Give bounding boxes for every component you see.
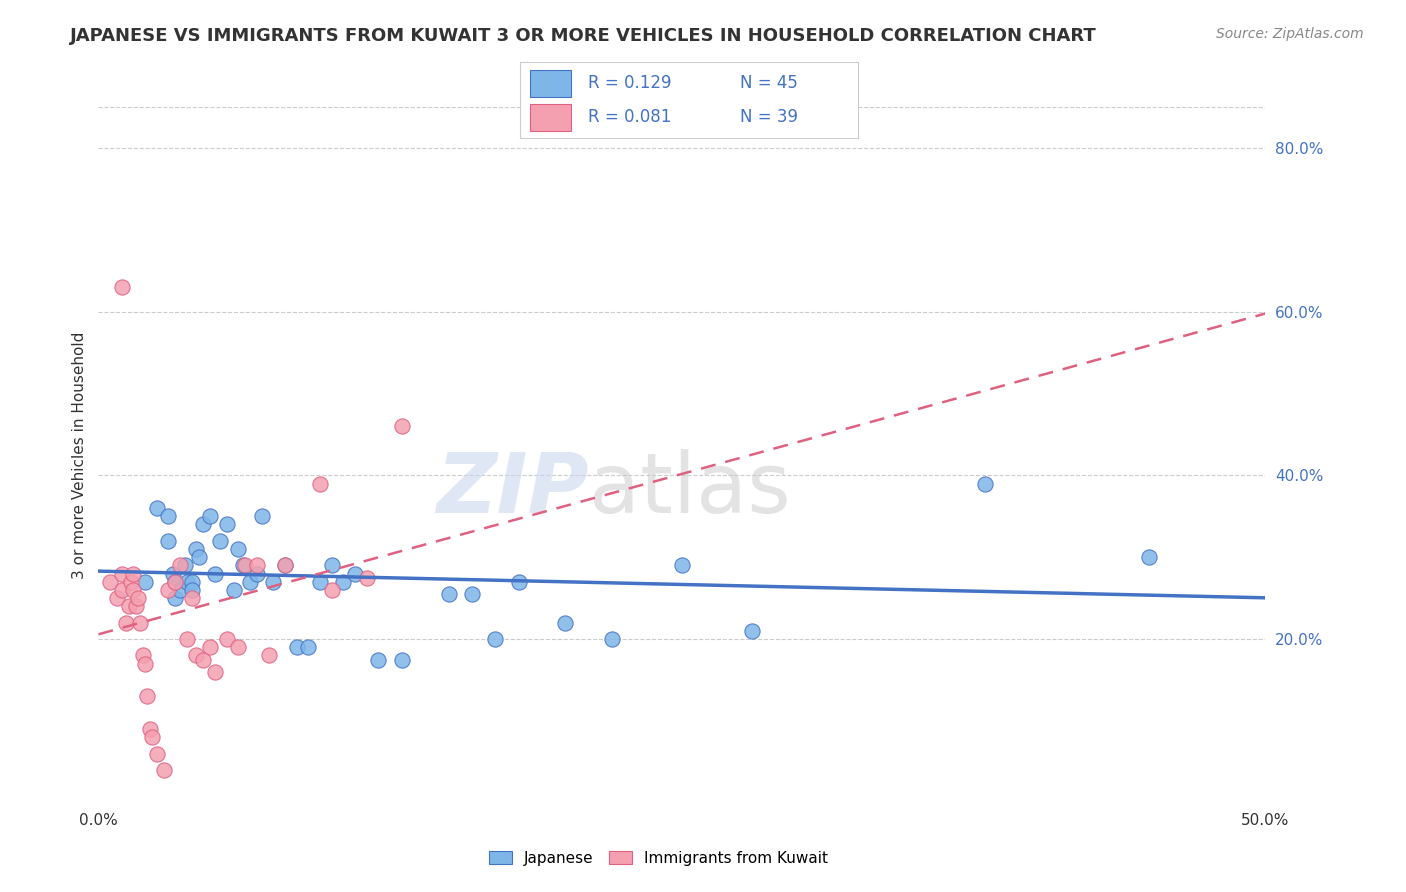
Point: [157, 509, 180, 524]
Point: [141, 731, 163, 745]
Legend: Japanese, Immigrants from Kuwait: Japanese, Immigrants from Kuwait: [482, 845, 834, 871]
Point: [111, 280, 134, 294]
Point: [115, 615, 138, 630]
Point: [215, 632, 238, 646]
Bar: [530, 104, 571, 130]
Point: [367, 652, 389, 666]
Text: N = 39: N = 39: [740, 109, 797, 127]
Point: [228, 542, 250, 557]
Point: [146, 747, 169, 761]
Point: [122, 566, 145, 581]
Point: [257, 648, 280, 663]
Point: [228, 640, 250, 655]
Point: [193, 652, 215, 666]
Point: [671, 558, 693, 573]
Point: [235, 558, 257, 573]
Text: ZIP: ZIP: [436, 450, 589, 530]
Point: [204, 566, 226, 581]
Text: N = 45: N = 45: [740, 74, 797, 92]
Y-axis label: 3 or more Vehicles in Household: 3 or more Vehicles in Household: [72, 331, 87, 579]
Point: [111, 566, 134, 581]
Point: [134, 657, 156, 671]
Point: [120, 574, 142, 589]
Point: [186, 542, 208, 557]
Point: [180, 591, 202, 606]
Point: [165, 574, 187, 589]
Point: [162, 566, 184, 581]
Point: [134, 574, 156, 589]
Point: [132, 648, 155, 663]
Point: [309, 476, 332, 491]
Point: [554, 615, 576, 630]
Point: [204, 665, 226, 679]
Point: [169, 582, 191, 597]
Text: Source: ZipAtlas.com: Source: ZipAtlas.com: [1216, 27, 1364, 41]
Point: [309, 574, 332, 589]
Point: [437, 587, 460, 601]
Point: [173, 558, 195, 573]
Text: R = 0.129: R = 0.129: [588, 74, 671, 92]
Point: [391, 652, 413, 666]
Point: [222, 582, 245, 597]
Point: [118, 599, 141, 614]
Point: [208, 533, 231, 548]
Point: [125, 599, 148, 614]
Point: [332, 574, 354, 589]
Point: [186, 648, 208, 663]
Point: [127, 591, 149, 606]
Point: [139, 722, 162, 736]
Point: [484, 632, 506, 646]
Point: [122, 582, 145, 597]
Point: [165, 591, 187, 606]
Point: [105, 591, 128, 606]
Point: [193, 517, 215, 532]
Point: [274, 558, 297, 573]
Text: JAPANESE VS IMMIGRANTS FROM KUWAIT 3 OR MORE VEHICLES IN HOUSEHOLD CORRELATION C: JAPANESE VS IMMIGRANTS FROM KUWAIT 3 OR …: [70, 27, 1097, 45]
Point: [391, 419, 413, 434]
Text: atlas: atlas: [589, 450, 790, 530]
Bar: [530, 70, 571, 96]
Point: [176, 632, 198, 646]
Point: [262, 574, 284, 589]
Point: [274, 558, 297, 573]
Point: [180, 574, 202, 589]
Point: [200, 640, 222, 655]
Point: [165, 574, 187, 589]
Point: [157, 533, 180, 548]
Point: [146, 501, 169, 516]
Point: [321, 558, 343, 573]
Point: [344, 566, 367, 581]
Point: [215, 517, 238, 532]
Point: [285, 640, 308, 655]
Point: [297, 640, 319, 655]
Point: [232, 558, 254, 573]
Point: [98, 574, 121, 589]
Point: [136, 690, 159, 704]
Point: [250, 509, 273, 524]
Point: [974, 476, 997, 491]
Point: [246, 566, 269, 581]
Point: [169, 558, 191, 573]
Point: [1137, 550, 1160, 565]
Point: [111, 582, 134, 597]
Point: [200, 509, 222, 524]
Point: [246, 558, 269, 573]
Point: [461, 587, 484, 601]
Point: [176, 574, 198, 589]
Point: [741, 624, 763, 638]
Text: R = 0.081: R = 0.081: [588, 109, 671, 127]
Point: [321, 582, 343, 597]
Point: [239, 574, 262, 589]
Point: [356, 571, 378, 585]
Point: [508, 574, 530, 589]
Point: [157, 582, 180, 597]
Point: [180, 582, 202, 597]
Point: [600, 632, 623, 646]
Point: [187, 550, 209, 565]
Point: [129, 615, 152, 630]
Point: [152, 763, 174, 777]
